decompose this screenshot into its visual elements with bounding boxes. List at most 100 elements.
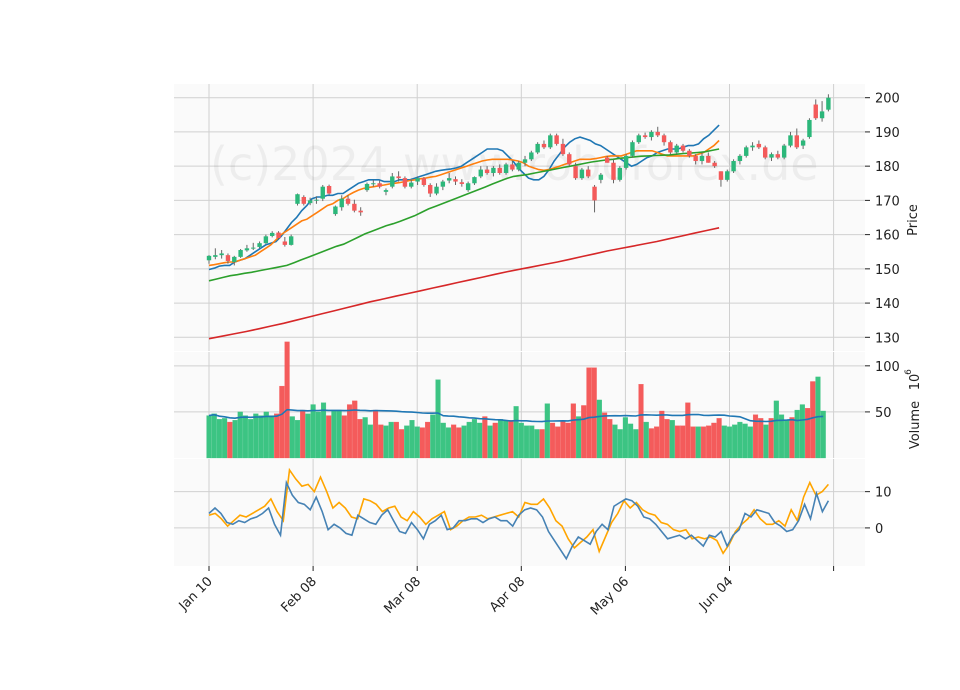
volume-bar [690,426,696,459]
candle-body [345,198,351,204]
candle-body [364,183,370,191]
volume-bar [425,421,431,459]
candle-body [636,135,641,143]
candle-body [529,152,534,160]
candle-body [630,142,635,156]
volume-bar [659,410,665,459]
volume-bar [695,426,701,459]
candle-body [794,135,799,148]
volume-bar [248,419,254,459]
panel-bg-0 [174,84,865,351]
volume-bar [206,415,212,459]
volume-bar [560,420,566,459]
candle-body [276,232,281,239]
volume-bar [487,425,493,459]
candle-body [744,147,749,156]
candle-body [516,162,521,170]
candle-body [409,182,414,187]
indicator-tick-label: 0 [875,522,883,537]
indicator-line-1 [208,479,830,561]
volume-bar [622,417,628,459]
candle-body [244,248,250,251]
candle-body [484,169,490,173]
volume-bar [357,419,363,459]
volume-bar [294,420,301,459]
volume-bar [404,425,410,459]
candle-body [573,166,578,179]
volume-bar [773,400,779,459]
volume-bar [596,399,602,459]
volume-bar [300,409,306,459]
price-tick-label: 180 [875,160,900,175]
candle-body [333,206,338,215]
candle-body [579,169,585,179]
candle-body [800,140,806,146]
volume-bar [555,426,561,459]
volume-bar [367,424,373,459]
candle-body [554,135,559,144]
candle-body [592,186,597,201]
volume-bar [549,422,556,459]
candle-body [503,164,509,173]
volume-bar [648,428,654,459]
volume-bar [747,426,753,459]
candle-body [725,171,730,180]
candle-body [307,200,313,204]
moving-average-0 [208,124,720,271]
volume-bar [742,423,748,459]
candle-body [402,178,408,187]
volume-bar [336,409,342,459]
volume-bar [284,341,290,459]
candle-body [731,161,736,172]
volume-axis-title: Volume [908,401,923,449]
volume-bar [685,402,691,459]
candle-body [807,119,812,138]
volume-bar [805,408,811,459]
candle-body [358,210,363,213]
volume-bar [393,421,399,459]
candle-body [781,145,787,158]
candle-body [415,178,420,182]
volume-bar [362,417,368,459]
candle-body [775,154,781,158]
candle-body [541,143,547,148]
volume-bar [227,421,233,459]
candle-body [326,186,332,194]
candle-body [649,131,654,138]
candle-body [560,143,566,155]
volume-bar [523,425,530,459]
volume-bar [216,419,222,459]
volume-bar [726,426,733,459]
volume-bar [461,425,467,459]
volume-bar [654,426,660,459]
candle-body [453,179,458,182]
moving-average-3 [208,227,720,340]
volume-bar [513,406,519,459]
candle-body [238,250,243,257]
volume-bar [581,405,587,459]
volume-bar [664,419,670,459]
candle-body [390,176,395,187]
price-tick-label: 170 [875,194,900,209]
volume-bar [268,415,275,459]
volume-bar [763,424,769,459]
volume-bar [279,385,285,459]
volume-bar [373,409,379,459]
price-tick-label: 140 [875,297,900,312]
volume-bar [456,427,462,459]
candle-body [282,241,288,245]
candle-body [314,199,319,201]
volume-bar [320,402,327,459]
moving-average-2 [208,148,720,282]
volume-bar [508,420,514,459]
candle-body [396,176,401,179]
price-tick-label: 190 [875,126,900,141]
volume-bar [737,421,743,459]
candle-body [295,194,300,204]
candle-body [706,155,711,163]
candle-body [674,145,679,153]
candle-body [421,178,427,185]
candle-body [440,181,446,187]
x-tick-label: Jan 10 [176,574,216,614]
volume-bar [570,403,576,459]
